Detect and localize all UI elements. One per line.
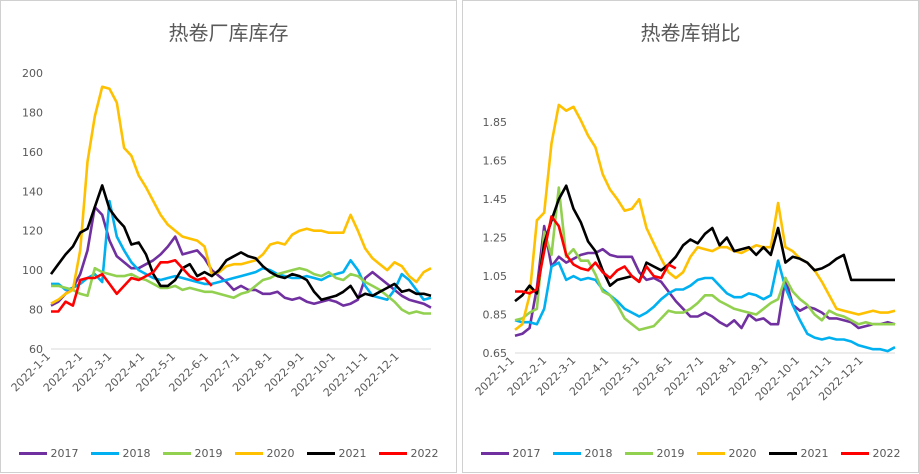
legend-label: 2017 — [512, 447, 541, 460]
legend-label: 2017 — [50, 447, 79, 460]
series-line-2020 — [50, 85, 432, 305]
legend-label: 2019 — [656, 447, 685, 460]
legend-item-2020: 2020 — [696, 447, 757, 460]
y-tick-label: 180 — [22, 106, 43, 119]
legend-swatch — [768, 452, 797, 455]
chart-title: 热卷库销比 — [640, 21, 741, 45]
legend-label: 2018 — [122, 447, 151, 460]
series-line-2020 — [514, 103, 896, 331]
legend-label: 2018 — [584, 447, 613, 460]
series-line-2019 — [514, 186, 895, 332]
y-tick-label: 120 — [22, 225, 43, 238]
legend-swatch — [306, 452, 335, 455]
legend-item-2022: 2022 — [840, 447, 901, 460]
inventory-chart-panel: 热卷厂库库存 60 80 100 120 140 160 180 200 2022-1-1 202… — [0, 0, 457, 473]
y-tick-label: 1.65 — [483, 155, 508, 168]
series-line-2022 — [515, 215, 677, 295]
legend-label: 2022 — [410, 447, 439, 460]
legend-swatch — [162, 452, 191, 455]
legend-item-2021: 2021 — [768, 447, 829, 460]
legend-item-2019: 2019 — [624, 447, 685, 460]
legend-swatch — [378, 452, 407, 455]
legend-item-2017: 2017 — [480, 447, 541, 460]
legend-item-2018: 2018 — [552, 447, 613, 460]
series-line-2017 — [50, 205, 432, 309]
legend-swatch — [18, 452, 47, 455]
series-line-2018 — [51, 199, 432, 302]
y-tick-label: 1.85 — [483, 116, 508, 129]
y-tick-label: 0.65 — [483, 347, 508, 360]
y-tick-label: 0.85 — [483, 309, 508, 322]
chart-legend: 2017 2018 2019 2020 2021 2022 — [463, 447, 918, 460]
legend-label: 2021 — [800, 447, 829, 460]
legend-swatch — [624, 452, 653, 455]
stock-sales-ratio-chart-panel: 热卷库销比 0.65 0.85 1.05 1.25 1.45 1.65 1.85 2022-1… — [462, 0, 919, 473]
y-tick-label: 100 — [22, 264, 43, 277]
legend-swatch — [840, 452, 869, 455]
series-line-2022 — [51, 258, 213, 313]
y-tick-label: 140 — [22, 185, 43, 198]
legend-swatch — [696, 452, 725, 455]
legend-item-2022: 2022 — [378, 447, 439, 460]
y-tick-label: 1.45 — [483, 193, 508, 206]
y-tick-label: 1.05 — [483, 270, 508, 283]
legend-item-2019: 2019 — [162, 447, 223, 460]
chart-legend: 2017 2018 2019 2020 2021 2022 — [1, 447, 456, 460]
series-line-2018 — [514, 259, 896, 353]
inventory-chart-svg: 60801001201401601802002022-1-12022-2-120… — [9, 67, 432, 399]
legend-swatch — [552, 452, 581, 455]
legend-swatch — [90, 452, 119, 455]
legend-label: 2020 — [266, 447, 295, 460]
y-tick-label: 80 — [29, 304, 43, 317]
y-tick-label: 1.25 — [483, 232, 508, 245]
legend-swatch — [480, 452, 509, 455]
y-tick-label: 200 — [22, 67, 43, 80]
legend-swatch — [234, 452, 263, 455]
ratio-chart-svg: 0.650.851.051.251.451.651.852022-1-12022… — [473, 103, 896, 403]
legend-label: 2021 — [338, 447, 367, 460]
y-tick-label: 160 — [22, 146, 43, 159]
y-tick-label: 60 — [29, 343, 43, 356]
series-line-2019 — [51, 266, 431, 315]
legend-item-2018: 2018 — [90, 447, 151, 460]
legend-item-2017: 2017 — [18, 447, 79, 460]
chart-title: 热卷厂库库存 — [168, 21, 289, 45]
series-line-2021 — [514, 184, 895, 303]
legend-item-2020: 2020 — [234, 447, 295, 460]
series-line-2017 — [514, 224, 896, 337]
series-line-2021 — [49, 184, 432, 302]
legend-item-2021: 2021 — [306, 447, 367, 460]
legend-label: 2019 — [194, 447, 223, 460]
legend-label: 2020 — [728, 447, 757, 460]
legend-label: 2022 — [872, 447, 901, 460]
